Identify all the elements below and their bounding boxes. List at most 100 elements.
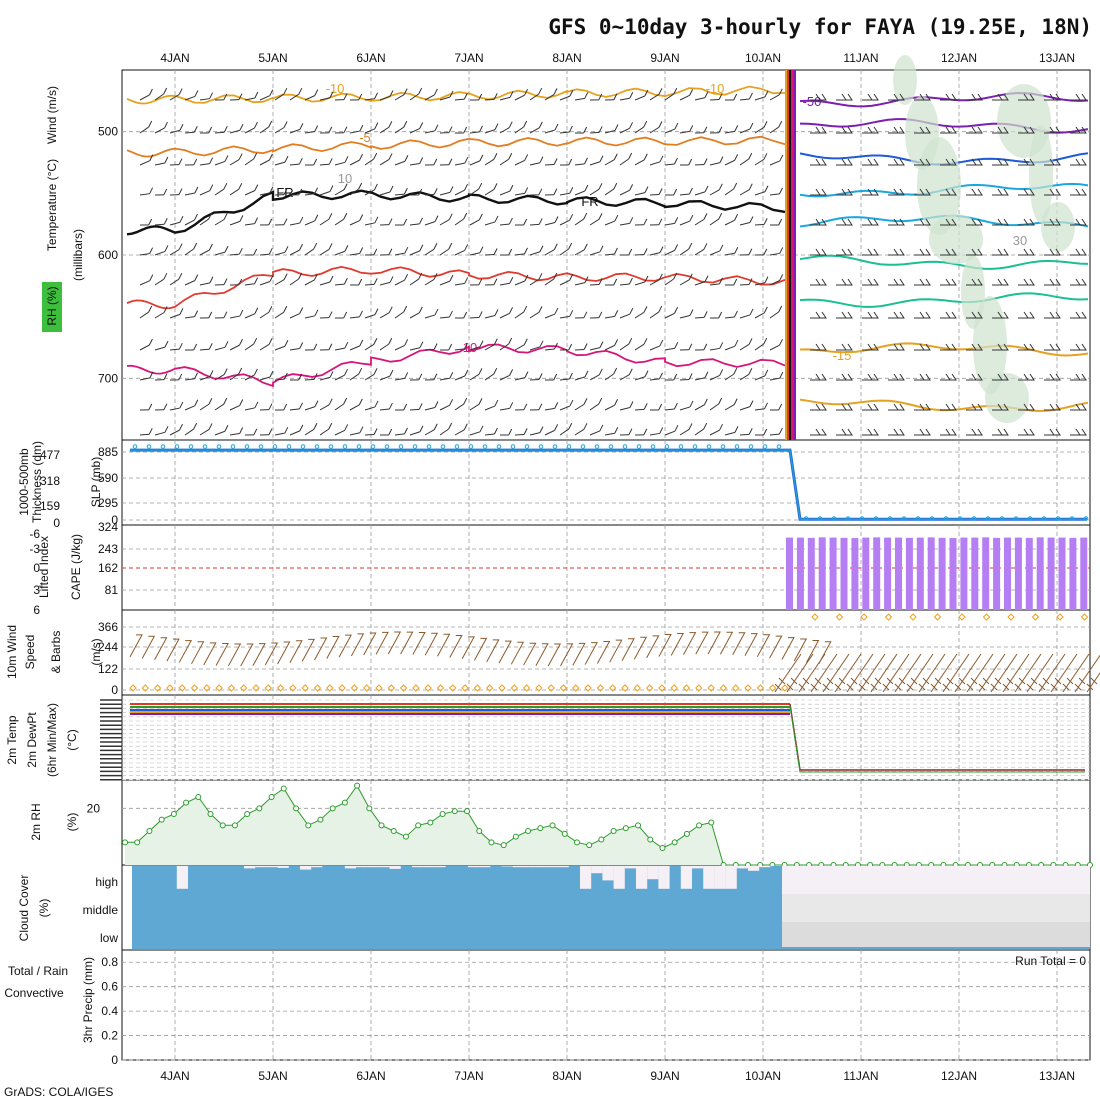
wind-barb	[724, 316, 735, 319]
wind-barb-flag	[613, 153, 618, 160]
wind-barb	[862, 218, 879, 226]
wind-barb	[274, 378, 285, 381]
wind-barb-flag	[479, 425, 484, 433]
rh-point	[683, 830, 690, 837]
wind-barb	[966, 343, 983, 351]
wind-barb-flag	[343, 311, 348, 319]
wind-barb	[836, 248, 853, 256]
wind-barb	[1044, 373, 1061, 381]
wind-barb	[862, 93, 879, 101]
wind-barb-10m	[154, 637, 168, 660]
thickness-marker	[650, 444, 656, 449]
wind-barb	[529, 127, 540, 134]
wind-barb-flag	[629, 217, 634, 224]
wind-barb-10m	[141, 635, 156, 659]
wind-barb-flag	[388, 248, 393, 255]
thickness-marker	[496, 444, 502, 449]
wind-barb-flag	[209, 276, 214, 284]
wind-barb-flag	[658, 121, 663, 128]
wind-barb	[724, 159, 735, 166]
wind-barb-flag	[418, 87, 423, 95]
wind-barb-10m	[810, 653, 838, 693]
wind-barb	[349, 130, 360, 134]
wind-barb-flag	[749, 122, 754, 130]
wind-barb-flag	[613, 278, 618, 286]
wind-barb	[1018, 403, 1035, 411]
wind-barb-flag	[614, 124, 619, 131]
wind-tick-label: 0	[111, 683, 118, 697]
wind-barb	[214, 160, 226, 166]
wind-barb	[439, 404, 450, 411]
pressure-tick-label: 600	[98, 248, 118, 262]
wind-barb-flag	[389, 276, 394, 283]
wind-barb	[914, 311, 931, 319]
wind-barb-flag	[373, 368, 378, 375]
wind-barb-flag	[613, 367, 618, 375]
wind-barb-flag	[673, 188, 678, 196]
wind-barb	[559, 315, 570, 319]
wind-barb-10m	[658, 634, 672, 657]
wind-barb-flag	[689, 400, 694, 408]
wind-barb	[1070, 373, 1087, 381]
wind-barb	[589, 283, 600, 286]
wind-barb-flag	[764, 276, 769, 283]
wind-barb	[484, 405, 496, 411]
wind-barb	[364, 343, 375, 351]
wind-barb-flag	[613, 182, 618, 190]
wind-speed-marker	[522, 684, 531, 692]
li-tick-label: 6	[33, 603, 40, 617]
wind-barb	[914, 218, 931, 226]
wind-barb-flag	[343, 397, 348, 405]
wind-barb-flag	[688, 158, 693, 166]
wind-barb	[484, 158, 495, 166]
wind-barb	[559, 248, 569, 256]
wind-barb-flag	[298, 87, 303, 95]
wind-barb	[862, 188, 879, 196]
wind-barb-flag	[644, 275, 649, 283]
wind-barb	[454, 429, 465, 436]
thickness-marker	[622, 444, 628, 449]
wind-barb-flag	[314, 89, 319, 96]
wind-barb-flag	[194, 310, 199, 317]
wind-barb	[259, 376, 271, 381]
cape-bar	[862, 537, 870, 610]
wind-barb	[529, 432, 541, 436]
wind-barb-flag	[688, 343, 693, 350]
wind-barb	[409, 278, 419, 286]
wind-barb-flag	[779, 274, 784, 281]
rh-point	[183, 799, 190, 806]
wind-barb	[454, 375, 466, 381]
wind-barb	[319, 281, 331, 286]
wind-barb	[514, 94, 525, 101]
thickness-marker	[1013, 516, 1019, 521]
wind-barb	[139, 193, 150, 196]
rh-point	[122, 839, 128, 846]
wind-barb	[559, 279, 570, 286]
wind-barb	[364, 406, 376, 411]
wind-barb	[304, 220, 315, 226]
wind-barb-flag	[179, 308, 184, 315]
wind-barb	[966, 218, 983, 226]
yaxis-label-rh: RH (%)	[45, 286, 59, 325]
wind-barb	[862, 126, 879, 134]
wind-barb	[199, 249, 210, 256]
wind-barb	[1018, 278, 1035, 286]
rh-point	[170, 811, 177, 817]
wind-barb-flag	[718, 311, 723, 319]
wind-barb	[424, 221, 436, 226]
wind-speed-marker	[289, 684, 297, 692]
wind-barb-flag	[388, 428, 393, 436]
wind-barb-flag	[418, 403, 423, 410]
wind-barb	[862, 343, 879, 351]
wind-barb-flag	[209, 92, 214, 99]
wind-barb-flag	[569, 89, 574, 97]
wind-barb	[199, 282, 210, 286]
yaxis-label-thickness2: Thickness (dm)	[30, 441, 44, 523]
wind-barb	[469, 188, 479, 196]
thickness-marker	[929, 516, 935, 521]
rh-area	[125, 785, 1090, 865]
wind-barb-flag	[313, 242, 318, 250]
wind-barb-flag	[328, 213, 333, 220]
wind-barb	[769, 433, 780, 436]
wind-barb	[289, 128, 301, 134]
